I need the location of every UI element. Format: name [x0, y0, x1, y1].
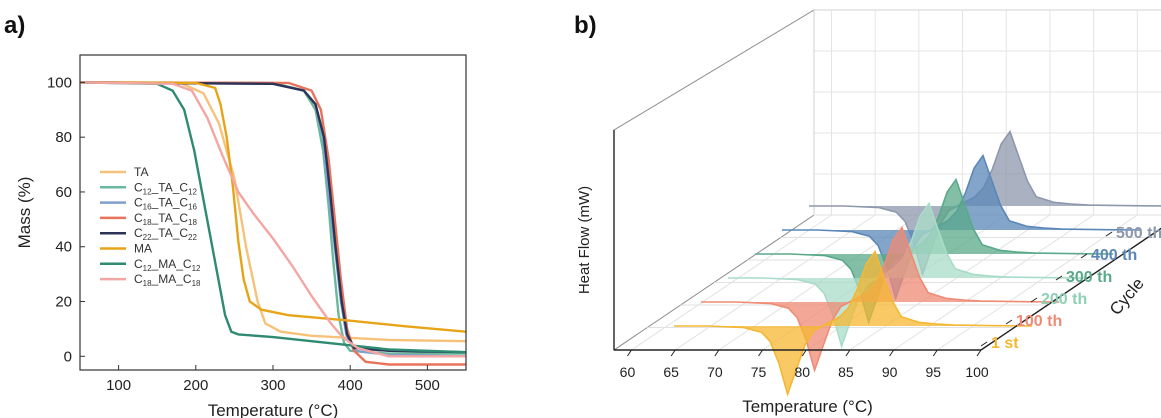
heatflow-area-0 — [674, 251, 1033, 395]
cycle-label-5: 500 th — [1116, 225, 1161, 242]
legend-text-part: 18 — [192, 279, 201, 288]
z-tick — [1055, 275, 1063, 281]
legend-text-part: _TA_C — [151, 180, 189, 194]
x-tick — [670, 349, 676, 357]
legend-label-5: MA — [134, 242, 152, 256]
y-axis-label: Mass (%) — [15, 177, 34, 249]
legend-text-part: 22 — [188, 233, 197, 242]
legend-text-part: MA — [134, 242, 152, 256]
panel-b-label: b) — [574, 12, 597, 39]
legend-label-7: C18_MA_C18 — [134, 272, 201, 288]
legend-text-part: 12 — [143, 264, 152, 273]
legend-text-part: _TA_C — [151, 196, 189, 210]
x-tick-label: 300 — [260, 377, 285, 394]
z-tick — [1080, 253, 1088, 259]
x-tick-label: 65 — [663, 364, 679, 380]
legend-text-part: _TA_C — [151, 226, 189, 240]
z-tick — [1005, 319, 1013, 325]
y-tick-label: 80 — [55, 129, 72, 146]
x-tick — [758, 349, 763, 357]
cycle-label-2: 200 th — [1041, 291, 1087, 308]
legend-text-part: C — [134, 196, 143, 210]
x-tick — [801, 349, 807, 357]
legend-text-part: _MA_C — [151, 257, 192, 271]
x-tick — [932, 349, 938, 357]
z-tick — [1030, 297, 1038, 303]
x-tick — [714, 349, 720, 357]
legend-text-part: C — [134, 272, 143, 286]
x-tick-label: 500 — [415, 377, 440, 394]
x-axis-label: Temperature (°C) — [208, 401, 339, 418]
legend-text-part: C — [134, 211, 143, 225]
series-line-6 — [80, 81, 466, 354]
x-tick-label: 95 — [926, 364, 942, 380]
legend-label-6: C12_MA_C12 — [134, 257, 201, 273]
x-tick — [976, 349, 982, 357]
cycle-label-3: 300 th — [1066, 269, 1112, 286]
x-tick-label: 80 — [794, 364, 810, 380]
z-tick — [1105, 231, 1113, 237]
x-tick-label: 60 — [620, 364, 636, 380]
legend-label-1: C12_TA_C12 — [134, 180, 197, 196]
legend-text-part: 16 — [188, 203, 197, 212]
y-tick-label: 20 — [55, 294, 72, 311]
dsc-3d-chart: 60 65 70 75 80 85 90 95 100 Temperature (°C) Heat … — [576, 9, 1161, 416]
y-tick-label: 0 — [64, 348, 72, 365]
x-tick — [845, 349, 851, 357]
legend-text-part: C — [134, 226, 143, 240]
series-line-7 — [80, 81, 466, 358]
legend-text-part: 16 — [143, 203, 152, 212]
cycle-label-1: 100 th — [1016, 313, 1062, 330]
x-tick-label: 100 — [106, 377, 131, 394]
z-tick — [980, 341, 988, 347]
x-tick-label: 90 — [882, 364, 898, 380]
x-tick — [889, 349, 895, 357]
y-tick-label: 40 — [55, 239, 72, 256]
legend-text-part: _MA_C — [151, 272, 192, 286]
left-wall — [613, 9, 815, 351]
legend-text-part: 12 — [143, 187, 152, 196]
x-tick-label: 70 — [707, 364, 723, 380]
legend-text-part: 12 — [192, 264, 201, 273]
x-tick-label: 75 — [751, 364, 767, 380]
legend-text-part: TA — [134, 165, 148, 179]
legend-text-part: C — [134, 180, 143, 194]
legend-label-3: C18_TA_C18 — [134, 211, 197, 227]
cycle-label-0: 1 st — [991, 335, 1019, 352]
x-tick-label: 400 — [338, 377, 363, 394]
legend-label-4: C22_TA_C22 — [134, 226, 197, 242]
x-axis-label: Temperature (°C) — [742, 397, 873, 416]
x-tick-label: 85 — [838, 364, 854, 380]
cycle-label-4: 400 th — [1091, 247, 1137, 264]
legend-text-part: 12 — [188, 187, 197, 196]
y-tick-label: 60 — [55, 184, 72, 201]
legend-text-part: 18 — [143, 218, 152, 227]
legend-text-part: C — [134, 257, 143, 271]
legend-label-2: C16_TA_C16 — [134, 196, 197, 212]
series-line-0 — [80, 81, 466, 343]
y-axis-label: Heat Flow (mW) — [576, 186, 593, 294]
heatflow-line-0 — [674, 249, 1033, 397]
legend-text-part: 18 — [188, 218, 197, 227]
legend-text-part: 22 — [143, 233, 152, 242]
series-line-3 — [80, 81, 466, 366]
legend-label-0: TA — [134, 165, 148, 179]
x-tick-label: 100 — [965, 364, 989, 380]
z-axis-line — [980, 227, 1161, 351]
x-tick-label: 200 — [183, 377, 208, 394]
legend-text-part: _TA_C — [151, 211, 189, 225]
legend-text-part: 18 — [143, 279, 152, 288]
y-tick-label: 100 — [47, 74, 72, 91]
series-line-5 — [80, 81, 466, 333]
x-tick — [627, 349, 632, 357]
tga-chart: 100 200 300 400 500 0 20 40 60 80 100 Temperature (… — [15, 54, 467, 418]
panel-a-label: a) — [4, 12, 26, 39]
